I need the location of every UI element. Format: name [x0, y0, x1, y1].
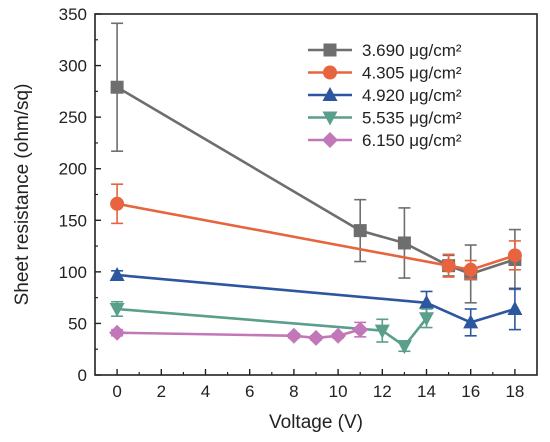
legend: 3.690 μg/cm² 4.305 μg/cm² 4.920 μg/cm² 5.53… — [308, 41, 462, 150]
data-point — [463, 262, 478, 277]
x-tick-label: 18 — [505, 382, 524, 401]
series — [109, 300, 434, 355]
x-tick-label: 2 — [157, 382, 166, 401]
x-tick-label: 16 — [461, 382, 480, 401]
legend-marker — [323, 65, 337, 80]
legend-marker — [322, 132, 338, 148]
data-point — [463, 314, 479, 329]
data-point — [397, 236, 411, 250]
data-point — [396, 340, 412, 355]
x-tick-label: 0 — [112, 382, 121, 401]
legend-label: 6.150 μg/cm² — [362, 131, 462, 150]
data-point — [109, 324, 126, 341]
x-tick-label: 8 — [289, 382, 298, 401]
y-tick-label: 50 — [68, 314, 87, 333]
legend-label: 3.690 μg/cm² — [362, 41, 462, 60]
series — [109, 266, 523, 337]
y-tick-label: 100 — [59, 263, 87, 282]
series-line — [116, 307, 428, 348]
data-point — [308, 329, 324, 346]
legend-label: 4.920 μg/cm² — [362, 86, 462, 105]
data-point — [374, 324, 390, 339]
data-point — [507, 248, 522, 263]
legend-item: 4.305 μg/cm² — [308, 64, 462, 83]
data-point — [285, 327, 302, 344]
x-axis-title: Voltage (V) — [269, 412, 363, 433]
legend-marker — [322, 87, 338, 101]
y-tick-label: 250 — [59, 108, 87, 127]
series-line — [117, 328, 361, 340]
x-tick-label: 4 — [201, 382, 210, 401]
data-point — [419, 312, 434, 327]
y-tick-label: 0 — [78, 366, 87, 385]
legend-item: 3.690 μg/cm² — [308, 41, 462, 60]
legend-item: 6.150 μg/cm² — [308, 131, 462, 150]
y-tick-label: 350 — [59, 5, 87, 24]
data-point — [353, 224, 367, 238]
axes-layer: 0 2 4 6 8 10 12 14 16 18 0 50 100 150 200 250 300 350 — [59, 5, 525, 401]
legend-marker — [323, 43, 337, 57]
data-point — [110, 196, 125, 211]
series-line — [116, 86, 516, 276]
x-tick-label: 6 — [245, 382, 254, 401]
series — [109, 321, 369, 346]
series — [110, 183, 522, 280]
series-line — [116, 273, 516, 324]
y-tick-label: 150 — [59, 211, 87, 230]
data-point — [109, 302, 125, 317]
y-tick-label: 200 — [59, 160, 87, 179]
data-point — [352, 321, 369, 338]
data-point — [330, 327, 347, 344]
data-point — [110, 80, 124, 94]
legend-label: 4.305 μg/cm² — [362, 64, 462, 83]
data-point — [419, 294, 434, 309]
y-tick-label: 300 — [59, 57, 87, 76]
legend-label: 5.535 μg/cm² — [362, 109, 462, 128]
x-tick-label: 10 — [329, 382, 348, 401]
data-point — [109, 266, 125, 281]
legend-marker — [322, 111, 338, 126]
x-tick-label: 12 — [373, 382, 392, 401]
series-layer — [109, 22, 523, 355]
data-point — [507, 300, 523, 315]
series-line — [116, 202, 516, 272]
legend-item: 4.920 μg/cm² — [308, 86, 462, 105]
y-axis-title: Sheet resistance (ohm/sq) — [12, 84, 33, 306]
legend-item: 5.535 μg/cm² — [308, 109, 462, 128]
x-tick-label: 14 — [417, 382, 436, 401]
data-point — [441, 258, 456, 273]
